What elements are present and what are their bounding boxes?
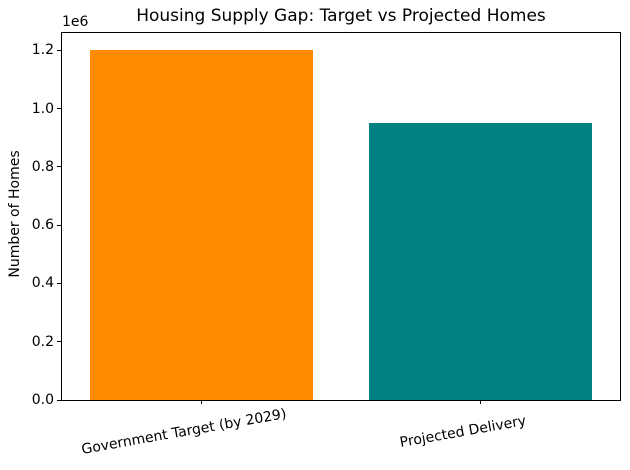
chart-title: Housing Supply Gap: Target vs Projected …	[136, 6, 546, 26]
x-tick-0	[201, 400, 202, 404]
plot-area: Government Target (by 2029) Projected Del…	[32, 32, 621, 458]
x-tick-label-1: Projected Delivery	[398, 413, 527, 451]
y-tick-label-5: 1.0	[31, 100, 54, 117]
y-axis-offset-label: 1e6	[62, 14, 89, 30]
bar-1	[368, 123, 593, 400]
y-tick-4	[57, 166, 61, 168]
y-tick-1	[57, 341, 61, 343]
y-tick-label-1: 0.2	[31, 333, 54, 350]
y-tick-0	[57, 399, 61, 401]
y-tick-3	[57, 224, 61, 226]
x-tick-label-0: Government Target (by 2029)	[79, 406, 288, 458]
y-tick-6	[57, 49, 61, 51]
bar-0	[89, 50, 314, 400]
x-tick-1	[480, 400, 481, 404]
y-tick-label-4: 0.8	[31, 158, 54, 175]
y-tick-label-2: 0.4	[31, 275, 54, 292]
y-tick-label-6: 1.2	[31, 42, 54, 59]
y-tick-label-3: 0.6	[31, 217, 54, 234]
y-tick-2	[57, 282, 61, 284]
y-tick-label-0: 0.0	[31, 392, 54, 408]
y-tick-5	[57, 108, 61, 110]
